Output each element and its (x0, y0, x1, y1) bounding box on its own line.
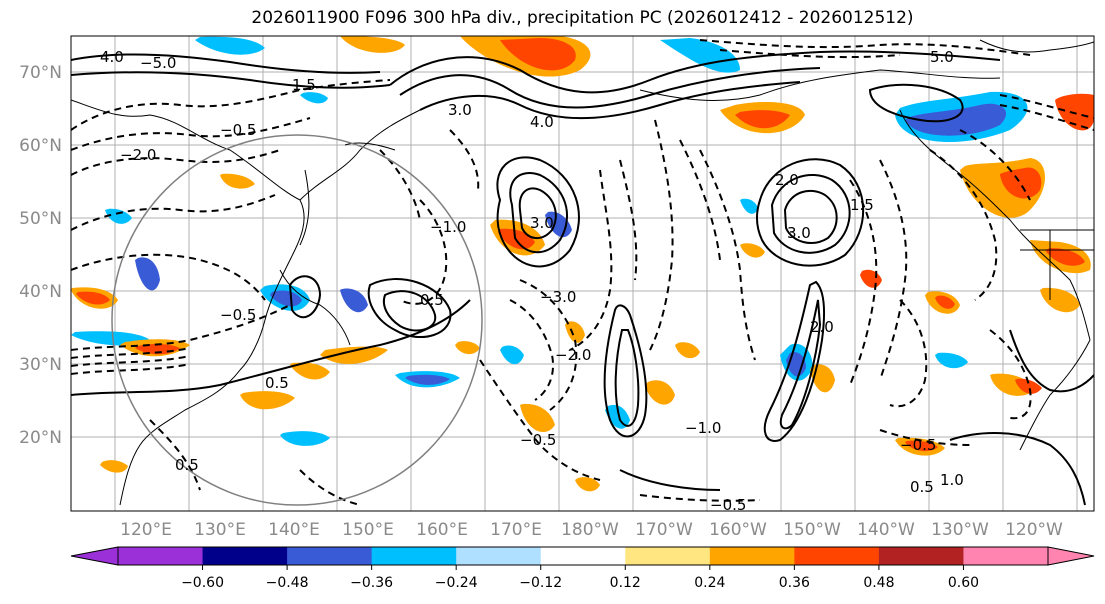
contour-label: 0.5 (910, 478, 934, 496)
longitude-label: 130°E (194, 520, 246, 540)
map-content: 4.0 3.0 3.0 3.0 4.0 2.0 2.0 1.5 1.5 0.5 … (71, 36, 1094, 514)
map-title: 2026011900 F096 300 hPa div., precipitat… (251, 8, 914, 28)
contour-label: 1.5 (292, 76, 316, 94)
longitude-label: 140°W (857, 520, 915, 540)
contour-label: −1.0 (685, 419, 721, 437)
contour-label: −0.5 (220, 306, 256, 324)
colorbar-tick-label: 0.36 (779, 575, 810, 591)
latitude-labels: 70°N 60°N 50°N 40°N 30°N 20°N (19, 63, 62, 448)
contour-label: −3.0 (540, 288, 576, 306)
colorbar-segment (456, 547, 542, 565)
latitude-label: 50°N (19, 209, 62, 229)
contour-label: −0.5 (710, 496, 746, 514)
colorbar-segment (540, 547, 626, 565)
contour-label: −0.5 (220, 121, 256, 139)
colorbar-segment (371, 547, 457, 565)
precip-shading (71, 36, 1094, 492)
contour-label: 1.0 (940, 471, 964, 489)
colorbar-tick-label: 0.60 (948, 575, 979, 591)
latitude-label: 20°N (19, 428, 62, 448)
contour-label: −0.5 (520, 431, 556, 449)
positive-contours (71, 50, 1094, 506)
contour-label: 1.5 (850, 196, 874, 214)
colorbar-tick-label: −0.48 (266, 575, 309, 591)
colorbar-tick-label: −0.12 (519, 575, 562, 591)
contour-label: 3.0 (448, 101, 472, 119)
colorbar-tick-label: −0.36 (350, 575, 393, 591)
longitude-label: 150°W (783, 520, 841, 540)
contour-labels: 4.0 3.0 3.0 3.0 4.0 2.0 2.0 1.5 1.5 0.5 … (100, 48, 964, 514)
longitude-label: 170°E (490, 520, 542, 540)
contour-label: 4.0 (100, 48, 124, 66)
longitude-label: 170°W (635, 520, 693, 540)
coastlines (71, 39, 1094, 506)
latitude-label: 30°N (19, 355, 62, 375)
colorbar: −0.60 −0.48 −0.36 −0.24 −0.12 0.12 0.24 0.36 0.4… (70, 546, 1095, 591)
contour-label: 2.0 (775, 171, 799, 189)
contour-label: −2.0 (120, 146, 156, 164)
colorbar-tick-label: 0.48 (863, 575, 894, 591)
contour-label: 4.0 (530, 113, 554, 131)
colorbar-segment (118, 547, 204, 565)
colorbar-extend-min (70, 546, 119, 566)
colorbar-segment (287, 547, 373, 565)
contour-label: 3.0 (530, 214, 554, 232)
longitude-label: 160°E (416, 520, 468, 540)
colorbar-outline (117, 546, 1049, 566)
longitude-label: 120°W (1005, 520, 1063, 540)
colorbar-tick-label: 0.12 (610, 575, 641, 591)
colorbar-tick-label: −0.24 (435, 575, 478, 591)
longitude-label: 160°W (709, 520, 767, 540)
longitude-label: 180°W (561, 520, 619, 540)
longitude-label: 120°E (120, 520, 172, 540)
latitude-label: 70°N (19, 63, 62, 83)
projection-circle (111, 134, 483, 506)
colorbar-segment (878, 547, 964, 565)
longitude-label: 130°W (931, 520, 989, 540)
contour-label: −2.0 (555, 346, 591, 364)
latitude-label: 60°N (19, 136, 62, 156)
contour-label: 0.5 (175, 456, 199, 474)
contour-label: 2.0 (810, 318, 834, 336)
contour-label: 0.5 (265, 374, 289, 392)
map-frame (70, 35, 1095, 512)
contour-label: 3.0 (787, 224, 811, 242)
longitude-labels: 120°E 130°E 140°E 150°E 160°E 170°E 180°W 170°W… (120, 520, 1063, 540)
contour-label: 5.0 (930, 48, 954, 66)
longitude-label: 140°E (268, 520, 320, 540)
colorbar-segment (202, 547, 288, 565)
colorbar-tick-label: 0.24 (694, 575, 725, 591)
negative-contours (71, 39, 1094, 506)
contour-label: −0.5 (900, 436, 936, 454)
colorbar-segment (794, 547, 880, 565)
contour-label: −1.0 (430, 218, 466, 236)
latitude-label: 40°N (19, 282, 62, 302)
longitude-label: 150°E (342, 520, 394, 540)
colorbar-segment (963, 547, 1049, 565)
colorbar-tick-label: −0.60 (181, 575, 224, 591)
contour-label: 0.5 (420, 291, 444, 309)
colorbar-segment (709, 547, 795, 565)
colorbar-extend-max (1047, 546, 1095, 566)
contour-label: −5.0 (140, 54, 176, 72)
colorbar-segment (625, 547, 711, 565)
